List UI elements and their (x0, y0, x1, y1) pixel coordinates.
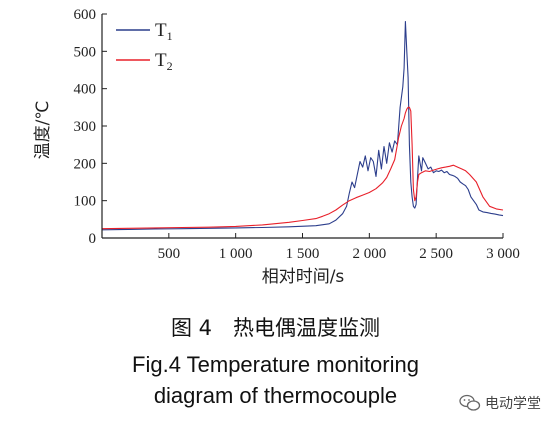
y-tick-label: 300 (74, 119, 97, 135)
series-line-t1 (101, 20, 504, 231)
y-tick-label: 600 (74, 7, 97, 23)
axes-layer (101, 14, 503, 239)
y-tick-label: 100 (74, 194, 97, 210)
y-axis-title: 温度/℃ (33, 101, 53, 160)
watermark: 电动学堂 (459, 393, 541, 413)
figure-caption-english-line2: diagram of thermocouple (153, 383, 398, 408)
y-tick-label: 500 (74, 44, 97, 60)
figure-caption-chinese: 图 4 热电偶温度监测 (170, 316, 381, 340)
y-axis-label: 温度/℃ (33, 101, 53, 160)
x-tick-label: 2 000 (352, 246, 386, 262)
wechat-icon (459, 394, 481, 411)
x-tick-label: 1 500 (286, 246, 320, 262)
legend-label-t2: T2 (155, 50, 173, 73)
x-tick-label: 1 000 (219, 246, 253, 262)
ticks-layer: 0 100 200 300 400 500 600 500 1 000 1 500 2 000 2 5… (74, 7, 520, 262)
x-tick-label: 2 500 (419, 246, 453, 262)
watermark-text: 电动学堂 (485, 396, 541, 412)
figure-caption-english-line1: Fig.4 Temperature monitoring (132, 352, 419, 377)
x-axis-label: 相对时间/s (262, 267, 345, 287)
y-tick-label: 200 (74, 156, 97, 172)
y-tick-label: 400 (74, 82, 97, 98)
x-tick-label: 500 (158, 246, 181, 262)
temperature-chart: 温度/℃ 0 100 200 300 400 500 600 500 1 000 1 500 2 0… (33, 7, 520, 287)
y-tick-label: 0 (89, 231, 97, 247)
series-line-t2 (101, 106, 504, 230)
series-layer (101, 20, 504, 231)
x-tick-label: 3 000 (486, 246, 520, 262)
legend-label-t1: T1 (155, 20, 173, 43)
